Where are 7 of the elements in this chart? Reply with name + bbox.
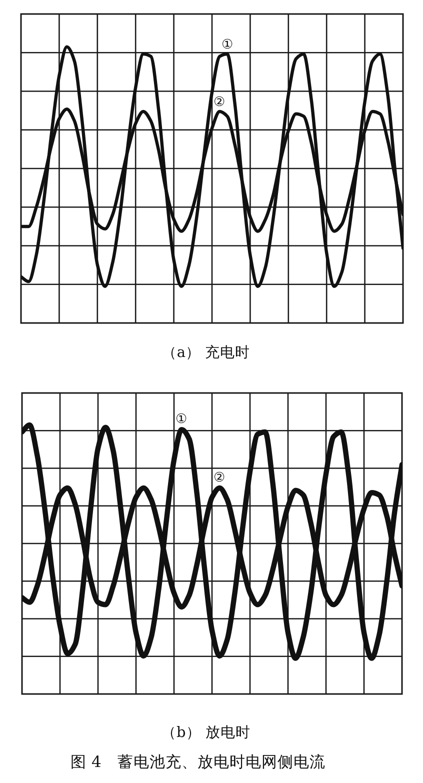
series-name: ②	[214, 470, 226, 486]
title: （b） 放电时	[162, 725, 250, 741]
series-name: ①	[221, 37, 234, 52]
series-name: ②	[214, 94, 226, 110]
series-name: ①	[176, 412, 188, 428]
annotation: 图 4 蓄电池充、放电时电网侧电流	[70, 753, 326, 771]
title: （a） 充电时	[162, 345, 250, 361]
